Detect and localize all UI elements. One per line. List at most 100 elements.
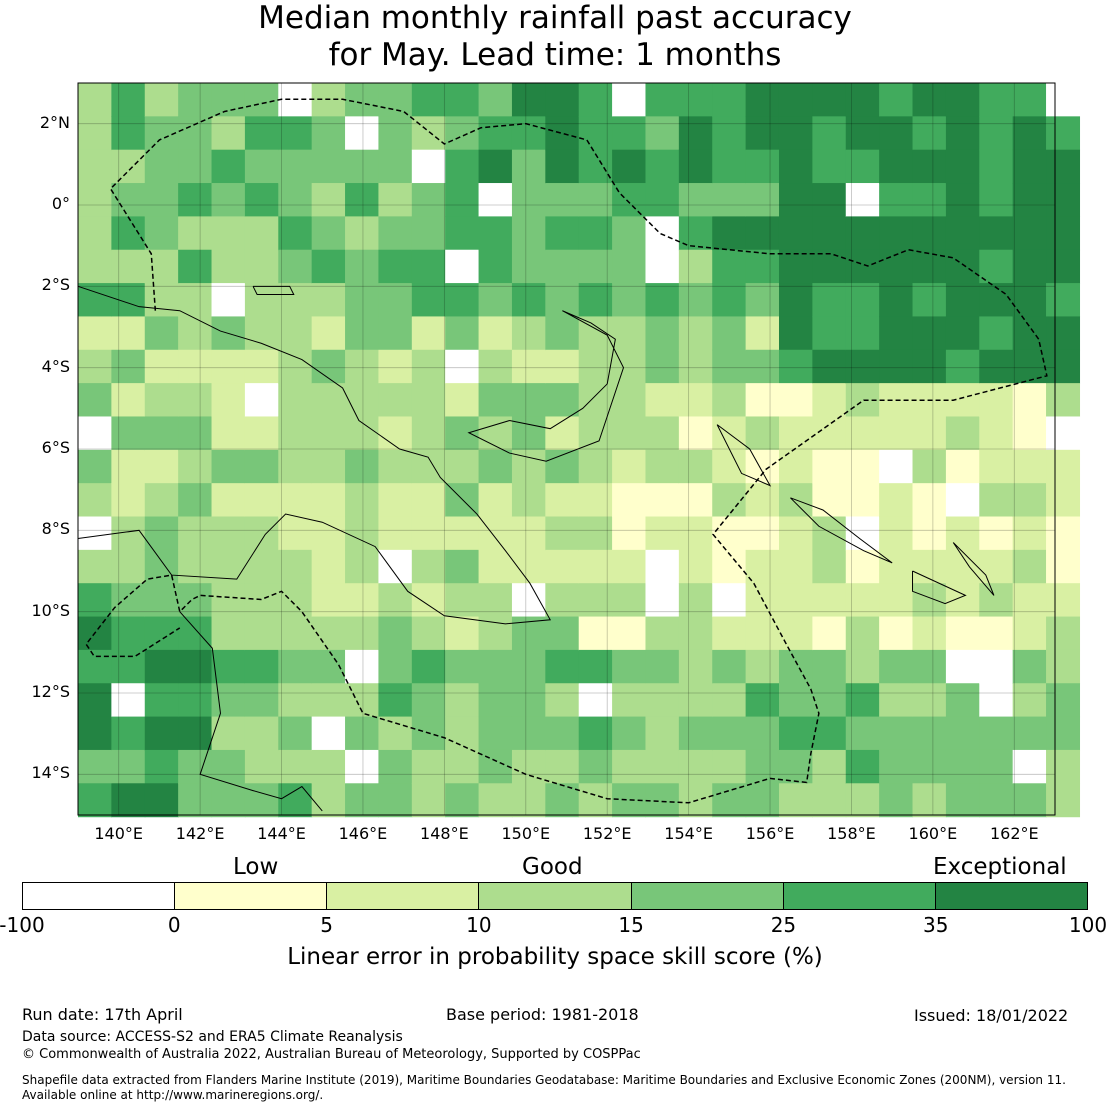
latitude-label: 8°S [41, 519, 70, 539]
skill-cell [979, 749, 1014, 784]
skill-cell [1012, 183, 1047, 217]
skill-cell [211, 483, 246, 518]
skill-cell [411, 783, 446, 818]
skill-cell [812, 749, 847, 784]
skill-cell [478, 416, 513, 451]
category-low: Low [233, 854, 279, 880]
skill-cell [78, 149, 112, 184]
skill-cell [1046, 749, 1081, 784]
skill-cell [1012, 783, 1047, 818]
skill-cell [478, 283, 513, 318]
skill-cell [278, 549, 313, 584]
skill-cell [845, 316, 880, 351]
skill-cell [912, 416, 947, 451]
skill-cell [111, 583, 146, 618]
skill-cell [845, 716, 880, 751]
skill-cell [511, 183, 546, 217]
skill-cell [979, 149, 1014, 184]
skill-cell [278, 583, 313, 618]
skill-cell [1046, 216, 1081, 251]
skill-cell [645, 116, 680, 151]
skill-cell [712, 283, 747, 318]
skill-cell [445, 316, 480, 351]
skill-cell [612, 449, 647, 484]
skill-cell [178, 149, 213, 184]
skill-cell [478, 149, 513, 184]
longitude-label: 142°E [175, 824, 225, 843]
skill-cell [478, 683, 513, 718]
skill-cell [912, 483, 947, 518]
skill-cell [478, 783, 513, 818]
skill-cell [378, 649, 413, 684]
skill-cell [445, 216, 480, 251]
skill-cell [545, 283, 580, 318]
skill-cell [478, 649, 513, 684]
skill-cell [1012, 416, 1047, 451]
skill-cell [712, 583, 747, 618]
skill-cell [879, 216, 914, 251]
skill-cell [478, 616, 513, 651]
skill-cell [445, 449, 480, 484]
skill-cell [111, 116, 146, 151]
skill-cell [879, 283, 914, 318]
skill-cell [78, 483, 112, 518]
skill-cell [612, 216, 647, 251]
skill-cell [178, 783, 213, 818]
skill-cell [845, 416, 880, 451]
skill-cell [678, 316, 713, 351]
skill-cell [645, 616, 680, 651]
skill-cell [111, 216, 146, 251]
skill-cell [1012, 316, 1047, 351]
skill-cell [912, 283, 947, 318]
latitude-label: 14°S [31, 763, 70, 783]
map-title-line1: Median monthly rainfall past accuracy [258, 0, 852, 36]
skill-cell [812, 549, 847, 584]
skill-cell [511, 516, 546, 551]
skill-cell [645, 383, 680, 418]
skill-cell [411, 683, 446, 718]
skill-cell [178, 483, 213, 518]
skill-cell [678, 416, 713, 451]
skill-cell [378, 183, 413, 217]
skill-cell [912, 316, 947, 351]
skill-cell [678, 249, 713, 284]
shapefile-credit-line2: Available online at http://www.marinereg… [22, 1088, 324, 1102]
skill-cell [1046, 583, 1081, 618]
skill-cell [645, 349, 680, 384]
skill-cell [778, 316, 813, 351]
skill-cell [778, 249, 813, 284]
skill-cell [778, 649, 813, 684]
skill-cell [211, 749, 246, 784]
skill-cell [311, 416, 346, 451]
skill-cell [545, 616, 580, 651]
skill-cell [645, 83, 680, 117]
skill-cell [645, 683, 680, 718]
skill-cell [411, 183, 446, 217]
skill-cell [278, 149, 313, 184]
malaita-coastline [952, 542, 995, 596]
skill-cell [511, 483, 546, 518]
skill-cell [712, 783, 747, 818]
skill-cell [311, 449, 346, 484]
skill-cell [78, 783, 112, 818]
skill-cell [812, 616, 847, 651]
skill-cell [111, 349, 146, 384]
skill-cell [979, 383, 1014, 418]
skill-cell [211, 583, 246, 618]
skill-cell [278, 183, 313, 217]
skill-cell [211, 516, 246, 551]
skill-cell [511, 283, 546, 318]
skill-cell [712, 249, 747, 284]
skill-cell [1046, 783, 1081, 818]
skill-cell [511, 216, 546, 251]
skill-cell [178, 549, 213, 584]
skill-cell [278, 283, 313, 318]
colorbar-label: Linear error in probability space skill … [287, 944, 823, 970]
skill-cell [244, 616, 279, 651]
copyright: © Commonwealth of Australia 2022, Austra… [22, 1047, 641, 1062]
skill-cell [578, 249, 613, 284]
skill-cell [111, 549, 146, 584]
skill-cell [445, 549, 480, 584]
skill-cell [745, 516, 780, 551]
skill-cell [1012, 216, 1047, 251]
